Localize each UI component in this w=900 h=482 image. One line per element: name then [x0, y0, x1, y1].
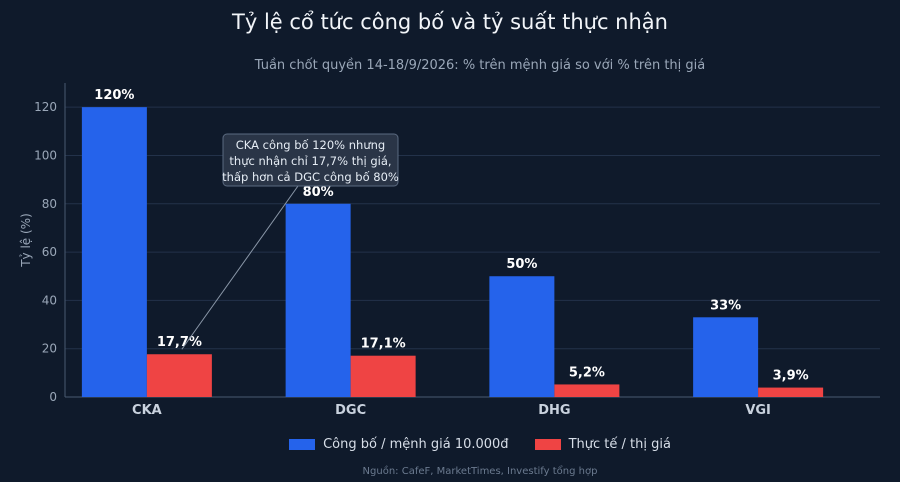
- annotation-text: thực nhận chỉ 17,7% thị giá,: [229, 154, 391, 168]
- x-tick-label: VGI: [745, 403, 771, 418]
- x-tick-label: DGC: [335, 403, 366, 418]
- data-label-actual: 17,7%: [157, 335, 202, 350]
- data-label-actual: 3,9%: [773, 369, 809, 384]
- bar-actual: [758, 387, 824, 397]
- annotation-text: thấp hơn cả DGC công bố 80%: [222, 170, 399, 184]
- legend-label-announced: Công bố / mệnh giá 10.000đ: [323, 437, 509, 452]
- data-label-announced: 50%: [506, 257, 537, 272]
- data-label-actual: 17,1%: [361, 337, 406, 352]
- annotation-box: [222, 133, 399, 187]
- bar-announced: [693, 317, 759, 397]
- data-label-announced: 120%: [94, 88, 134, 103]
- y-tick-label: 100: [34, 148, 57, 162]
- legend-item-announced: Công bố / mệnh giá 10.000đ: [289, 437, 509, 452]
- y-tick-label: 40: [42, 293, 57, 307]
- annotation-text: CKA công bố 120% nhưng: [236, 138, 385, 152]
- chart-subtitle: Tuần chốt quyền 14-18/9/2026: % trên mện…: [254, 58, 706, 73]
- bar-actual: [554, 384, 620, 397]
- bar-chart: 0 20 40 60 80 100 120 Tỷ lệ (%) 120% 17,7% CKA 80% 1…: [19, 83, 880, 418]
- annotation-arrow: [181, 185, 299, 350]
- legend-label-actual: Thực tế / thị giá: [568, 437, 671, 452]
- source-note: Nguồn: CafeF, MarketTimes, Investify tổn…: [362, 466, 598, 477]
- y-tick-label: 20: [42, 342, 57, 356]
- y-tick-label: 60: [42, 245, 57, 259]
- data-label-actual: 5,2%: [569, 365, 605, 380]
- x-tick-label: CKA: [132, 403, 162, 418]
- legend: Công bố / mệnh giá 10.000đ Thực tế / thị…: [0, 437, 900, 452]
- data-label-announced: 80%: [303, 185, 334, 200]
- y-tick-label: 120: [34, 100, 57, 114]
- bar-announced: [81, 107, 147, 398]
- bar-announced: [489, 276, 555, 397]
- x-tick-label: DHG: [538, 403, 570, 418]
- bar-actual: [350, 355, 416, 397]
- legend-swatch-announced: [289, 439, 316, 450]
- y-tick-label: 80: [42, 197, 57, 211]
- legend-swatch-actual: [534, 439, 561, 450]
- data-label-announced: 33%: [710, 298, 741, 313]
- bar-actual: [146, 354, 212, 397]
- y-axis-label: Tỷ lệ (%): [19, 213, 33, 268]
- bar-announced: [285, 203, 351, 397]
- y-tick-label: 0: [49, 390, 57, 404]
- chart-title: Tỷ lệ cổ tức công bố và tỷ suất thực nhậ…: [232, 10, 668, 34]
- legend-item-actual: Thực tế / thị giá: [534, 437, 671, 452]
